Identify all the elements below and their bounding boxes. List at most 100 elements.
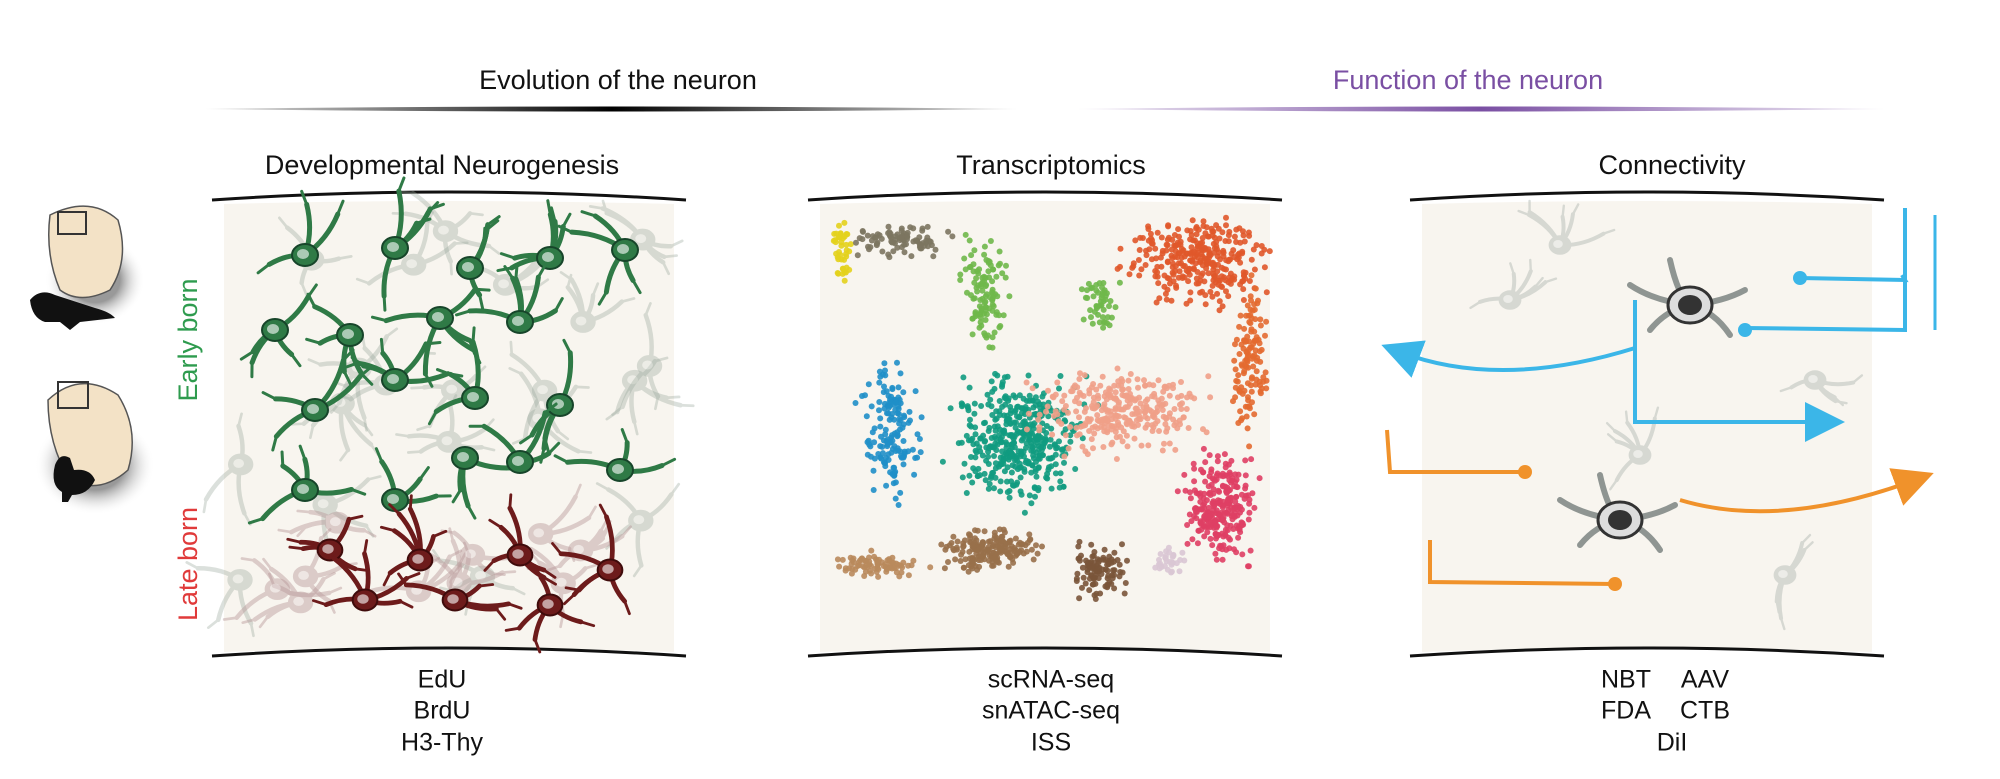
dendrite: [543, 402, 558, 415]
cell-dot: [1189, 217, 1196, 224]
dendrite: [553, 454, 570, 464]
cell-dot: [866, 441, 873, 448]
cell-dot: [1215, 249, 1222, 256]
cell-dot: [1088, 285, 1095, 292]
cell-dot: [1153, 255, 1160, 262]
cell-dot: [981, 251, 988, 258]
cell-dot: [1214, 458, 1221, 465]
nucleus: [441, 436, 453, 446]
cell-dot: [1251, 411, 1258, 418]
neuron: [595, 482, 681, 578]
cell-dot: [1094, 392, 1101, 399]
panel-title: Developmental Neurogenesis: [265, 150, 619, 180]
dendrite: [271, 583, 303, 605]
dendrite: [207, 618, 220, 629]
cell-dot: [1032, 394, 1039, 401]
soma: [531, 379, 558, 402]
dendrite: [236, 462, 247, 516]
cell-dot: [1210, 228, 1217, 235]
cell-dot: [1187, 495, 1194, 502]
cell-dot: [1030, 425, 1037, 432]
dendrite: [237, 412, 243, 428]
cell-dot: [1075, 555, 1082, 562]
cell-dot: [1048, 485, 1055, 492]
cell-dot: [961, 537, 968, 544]
cell-dot: [1227, 280, 1234, 287]
dendrite: [519, 433, 534, 445]
cell-dot: [1216, 545, 1223, 552]
cell-dot: [896, 420, 903, 427]
cell-dot: [975, 553, 982, 560]
cell-dot: [1233, 336, 1240, 343]
dendrite: [416, 424, 431, 432]
method: CTB: [1680, 697, 1730, 725]
cell-dot: [979, 287, 986, 294]
dendrite: [388, 503, 401, 516]
cell-dot: [1168, 297, 1175, 304]
cell-dot: [1235, 534, 1242, 541]
cell-dot: [1105, 561, 1112, 568]
species-icons: [30, 205, 155, 515]
panel-title: Connectivity: [1598, 150, 1746, 180]
neuron: [312, 475, 382, 562]
dendrite: [490, 572, 506, 577]
neuron: [454, 263, 564, 334]
neuron: [379, 494, 448, 587]
neuron: [1779, 370, 1864, 407]
cell-dot: [1095, 564, 1102, 571]
cell-dot: [1052, 451, 1059, 458]
dendrite: [222, 616, 239, 621]
cell-dot: [1201, 533, 1208, 540]
cell-dot: [1014, 404, 1021, 410]
cell-dot: [1151, 414, 1158, 421]
nucleus: [269, 583, 281, 593]
cell-dot: [1165, 223, 1172, 230]
section-title: Evolution of the neuron: [479, 65, 757, 95]
dendrite: [653, 356, 669, 363]
cell-dot: [1248, 375, 1255, 382]
cell-dot: [1006, 488, 1013, 494]
cell-dot: [1039, 393, 1046, 400]
cell-dot: [1253, 357, 1260, 364]
cell-dot: [1115, 401, 1122, 408]
cell-dot: [1116, 561, 1123, 568]
cell-dot: [1245, 397, 1252, 404]
cell-dot: [982, 293, 989, 300]
cell-dot: [1247, 547, 1254, 554]
cell-dot: [1221, 509, 1228, 516]
cell-dot: [1242, 338, 1249, 345]
cell-dot: [1099, 284, 1105, 291]
cell-dot: [919, 227, 926, 234]
cell-dot: [1257, 316, 1264, 323]
cell-dot: [972, 454, 979, 461]
nucleus: [498, 279, 509, 289]
cell-dot: [1258, 250, 1265, 257]
dendrite: [415, 217, 432, 225]
cell-dot: [959, 474, 966, 481]
method: BrdU: [414, 697, 471, 725]
projection: [1679, 468, 1934, 514]
cell-dot: [1113, 456, 1120, 462]
dendrite: [632, 378, 669, 400]
cell-dot: [1173, 419, 1180, 426]
cell-dot: [1220, 502, 1227, 509]
nucleus: [467, 392, 479, 402]
cell-dot: [1138, 442, 1145, 449]
neuron: [588, 199, 684, 276]
cell-dot: [911, 471, 918, 478]
cell-dot: [885, 223, 892, 230]
cell-dot: [1105, 407, 1111, 414]
dendrite: [559, 271, 573, 281]
cell-dot: [1067, 424, 1074, 430]
panel-edge: [807, 646, 1283, 658]
cell-dot: [1209, 293, 1216, 300]
cell-dot: [1156, 295, 1163, 302]
cell-dot: [1161, 272, 1168, 279]
dendrite: [300, 281, 308, 296]
cell-dot: [1080, 316, 1087, 323]
cell-dot: [1240, 521, 1247, 528]
late-born-label: Late born: [173, 507, 203, 621]
panel-edge: [211, 646, 687, 658]
cell-dot: [980, 432, 987, 439]
dendrite: [236, 423, 245, 467]
